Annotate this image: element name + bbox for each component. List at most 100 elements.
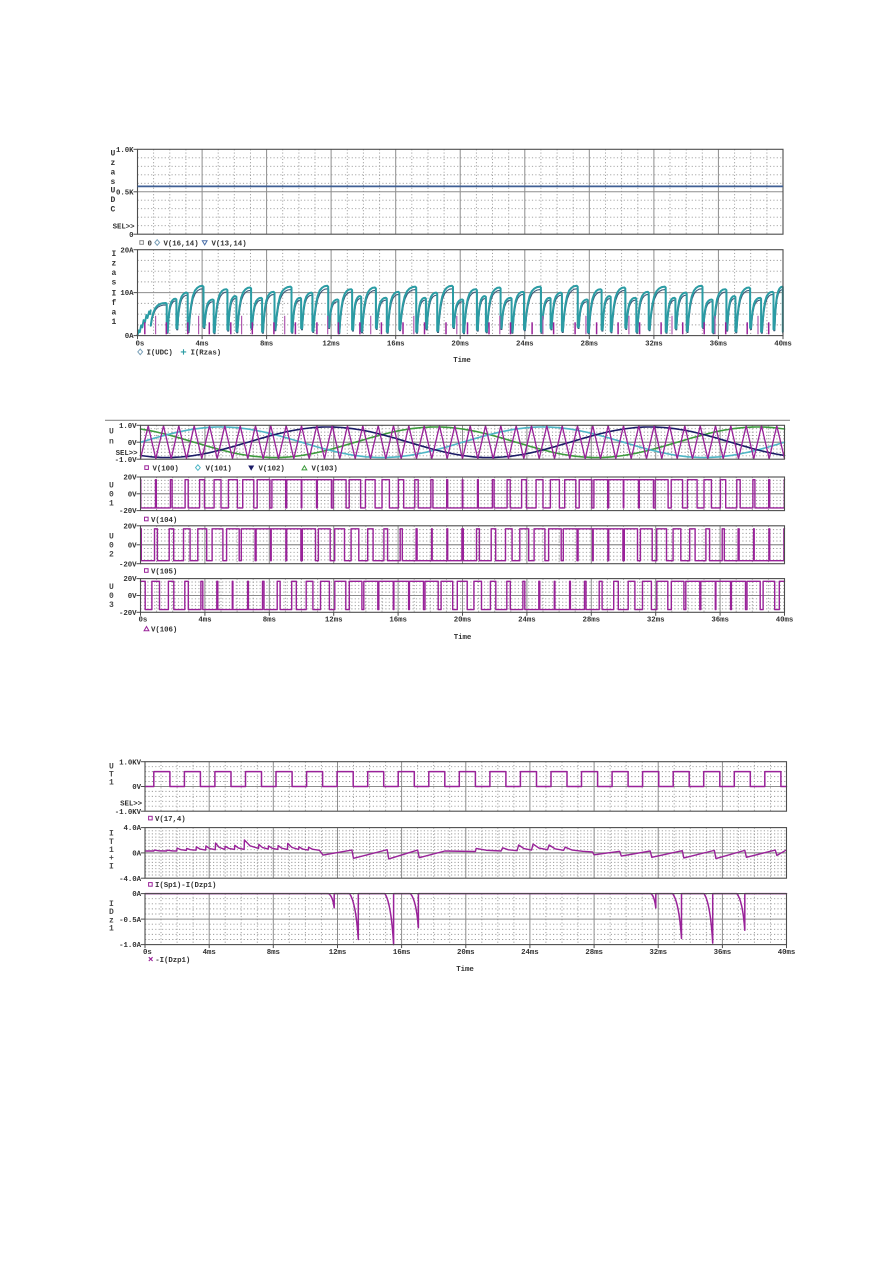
- svg-text:0A: 0A: [132, 891, 141, 899]
- svg-text:36ms: 36ms: [710, 341, 728, 349]
- svg-text:T: T: [109, 838, 114, 847]
- svg-text:2: 2: [109, 550, 114, 559]
- svg-text:U: U: [111, 149, 116, 158]
- svg-text:0V: 0V: [128, 593, 137, 601]
- svg-text:I(Sp1)-I(Dzp1): I(Sp1)-I(Dzp1): [155, 882, 216, 890]
- svg-text:1.0K: 1.0K: [116, 147, 134, 155]
- svg-text:24ms: 24ms: [521, 949, 539, 957]
- svg-text:40ms: 40ms: [774, 341, 792, 349]
- svg-text:0V: 0V: [128, 542, 137, 550]
- svg-text:4ms: 4ms: [203, 949, 216, 957]
- svg-text:SEL>>: SEL>>: [120, 801, 143, 809]
- svg-text:0V: 0V: [128, 440, 137, 448]
- svg-text:V(105): V(105): [151, 568, 177, 576]
- svg-text:40ms: 40ms: [778, 949, 796, 957]
- svg-text:V(103): V(103): [312, 465, 338, 473]
- svg-text:0s: 0s: [143, 949, 152, 957]
- svg-text:f: f: [112, 299, 117, 308]
- svg-text:0V: 0V: [132, 784, 141, 792]
- svg-text:20V: 20V: [123, 475, 137, 483]
- svg-text:z: z: [112, 259, 117, 268]
- svg-text:0: 0: [109, 592, 114, 601]
- svg-text:SEL>>: SEL>>: [116, 450, 139, 458]
- svg-text:16ms: 16ms: [393, 949, 411, 957]
- svg-text:a: a: [112, 269, 117, 278]
- svg-text:4.0A: 4.0A: [123, 825, 141, 833]
- svg-text:3: 3: [109, 601, 114, 610]
- svg-text:0V: 0V: [128, 491, 137, 499]
- svg-text:+: +: [109, 854, 114, 863]
- svg-text:0s: 0s: [136, 341, 145, 349]
- svg-text:1: 1: [109, 499, 114, 508]
- svg-text:-0.5A: -0.5A: [119, 917, 142, 925]
- svg-text:-1.0V: -1.0V: [115, 457, 138, 465]
- svg-text:I: I: [109, 900, 114, 909]
- svg-text:8ms: 8ms: [260, 341, 273, 349]
- svg-text:10A: 10A: [120, 290, 134, 298]
- svg-text:I: I: [112, 289, 117, 298]
- svg-text:12ms: 12ms: [325, 617, 343, 625]
- svg-text:-1.0KV: -1.0KV: [115, 809, 142, 817]
- svg-text:I(UDC): I(UDC): [147, 350, 173, 358]
- svg-text:36ms: 36ms: [711, 617, 729, 625]
- svg-text:s: s: [111, 178, 116, 187]
- svg-text:V(106): V(106): [151, 626, 177, 634]
- svg-text:24ms: 24ms: [518, 617, 536, 625]
- svg-text:U: U: [109, 762, 114, 771]
- svg-text:4ms: 4ms: [198, 617, 211, 625]
- svg-text:z: z: [109, 916, 114, 925]
- svg-text:16ms: 16ms: [387, 341, 405, 349]
- svg-text:a: a: [111, 168, 116, 177]
- svg-text:T: T: [109, 771, 114, 780]
- svg-text:20ms: 20ms: [457, 949, 475, 957]
- svg-text:8ms: 8ms: [263, 617, 276, 625]
- svg-text:s: s: [112, 278, 117, 287]
- svg-text:16ms: 16ms: [389, 617, 407, 625]
- svg-text:I: I: [112, 250, 117, 259]
- svg-text:-20V: -20V: [119, 508, 137, 516]
- svg-text:0A: 0A: [132, 851, 141, 859]
- svg-text:I: I: [109, 862, 114, 871]
- svg-text:z: z: [111, 159, 116, 168]
- svg-text:-20V: -20V: [119, 561, 137, 569]
- svg-text:1.0KV: 1.0KV: [119, 759, 142, 767]
- svg-text:0: 0: [129, 232, 134, 240]
- svg-text:12ms: 12ms: [329, 949, 347, 957]
- svg-text:28ms: 28ms: [585, 949, 603, 957]
- svg-text:Time: Time: [456, 966, 474, 974]
- svg-text:20V: 20V: [123, 576, 137, 584]
- svg-text:20A: 20A: [120, 247, 134, 255]
- svg-text:20ms: 20ms: [454, 617, 472, 625]
- svg-text:U: U: [111, 186, 116, 195]
- svg-text:Time: Time: [453, 357, 471, 365]
- svg-text:Time: Time: [454, 634, 472, 642]
- svg-text:I: I: [109, 830, 114, 839]
- svg-text:SEL>>: SEL>>: [113, 224, 136, 232]
- svg-text:V(102): V(102): [259, 465, 285, 473]
- svg-text:-20V: -20V: [119, 610, 137, 618]
- svg-text:1: 1: [109, 925, 114, 934]
- svg-text:1: 1: [109, 846, 114, 855]
- svg-text:1: 1: [109, 779, 114, 788]
- svg-text:8ms: 8ms: [267, 949, 280, 957]
- svg-text:U: U: [109, 427, 114, 436]
- svg-text:-I(Dzp1): -I(Dzp1): [155, 957, 190, 965]
- svg-text:D: D: [111, 196, 116, 205]
- svg-text:40ms: 40ms: [776, 617, 794, 625]
- svg-text:V(101): V(101): [206, 465, 232, 473]
- svg-text:V(13,14): V(13,14): [212, 240, 247, 248]
- svg-text:I(Rzas): I(Rzas): [191, 350, 222, 358]
- svg-text:V(16,14): V(16,14): [164, 240, 199, 248]
- svg-text:U: U: [109, 532, 114, 541]
- svg-text:1: 1: [112, 318, 117, 327]
- svg-text:4ms: 4ms: [196, 341, 209, 349]
- svg-text:0.5K: 0.5K: [116, 189, 134, 197]
- svg-text:U: U: [109, 481, 114, 490]
- svg-text:D: D: [109, 908, 114, 917]
- svg-text:V(104): V(104): [151, 517, 177, 525]
- svg-text:0s: 0s: [139, 617, 148, 625]
- svg-text:0: 0: [109, 490, 114, 499]
- svg-text:0: 0: [148, 240, 153, 248]
- svg-text:-1.0A: -1.0A: [119, 942, 142, 950]
- svg-text:C: C: [111, 205, 116, 214]
